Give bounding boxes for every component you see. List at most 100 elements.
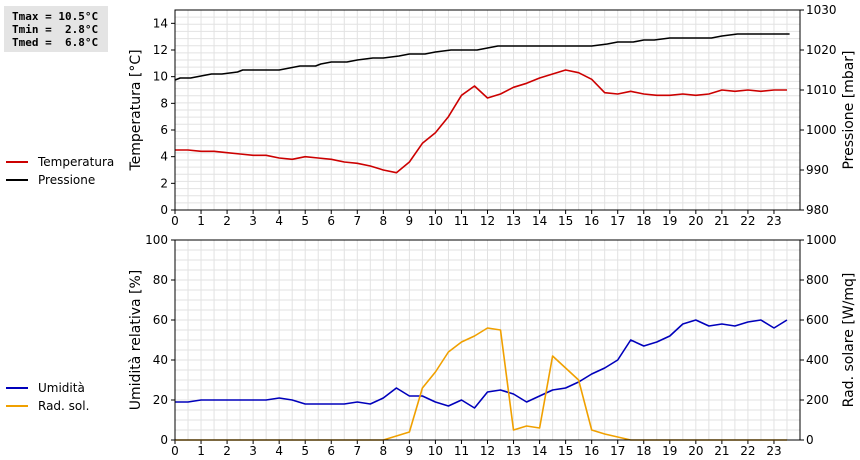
x-tick-label: 7 xyxy=(353,444,361,458)
y-tick-label: 12 xyxy=(153,43,168,57)
x-tick-label: 8 xyxy=(380,444,388,458)
y-tick-label: 80 xyxy=(153,273,168,287)
legend-top: Temperatura Pressione xyxy=(6,153,114,189)
x-tick-label: 10 xyxy=(428,214,443,228)
y-tick-label: 2 xyxy=(160,176,168,190)
x-tick-label: 11 xyxy=(454,444,469,458)
x-tick-label: 10 xyxy=(428,444,443,458)
x-tick-label: 16 xyxy=(584,444,599,458)
y-tick-label: 6 xyxy=(160,123,168,137)
series-line-pressione xyxy=(174,33,790,81)
legend-swatch xyxy=(6,179,28,181)
y2-axis-label: Pressione [mbar] xyxy=(841,50,857,169)
x-tick-label: 19 xyxy=(662,214,677,228)
y-tick-label: 40 xyxy=(153,353,168,367)
series-line-temperatura xyxy=(175,69,787,174)
x-tick-label: 11 xyxy=(454,214,469,228)
x-tick-label: 17 xyxy=(610,214,625,228)
y-axis-label: Temperatura [°C] xyxy=(128,49,144,171)
legend-item-pressione: Pressione xyxy=(6,171,114,189)
legend-swatch xyxy=(6,161,28,163)
x-tick-label: 1 xyxy=(197,214,205,228)
y2-tick-label: 980 xyxy=(806,203,829,217)
y2-tick-label: 1030 xyxy=(806,3,837,17)
x-tick-label: 22 xyxy=(740,214,755,228)
y-tick-label: 60 xyxy=(153,313,168,327)
x-tick-label: 22 xyxy=(740,444,755,458)
x-tick-label: 0 xyxy=(171,444,179,458)
legend-label: Pressione xyxy=(38,173,96,187)
y2-tick-label: 990 xyxy=(806,163,829,177)
y2-tick-label: 200 xyxy=(806,393,829,407)
tmin-text: Tmin = 2.8°C xyxy=(12,23,99,36)
y-tick-label: 20 xyxy=(153,393,168,407)
x-tick-label: 18 xyxy=(636,444,651,458)
y2-tick-label: 0 xyxy=(806,433,814,447)
plot-frame xyxy=(174,9,801,211)
y2-tick-label: 1000 xyxy=(806,123,837,137)
x-tick-label: 9 xyxy=(406,444,414,458)
y2-axis-label: Rad. solare [W/mq] xyxy=(841,273,857,408)
x-tick-label: 20 xyxy=(688,444,703,458)
stats-box: Tmax = 10.5°C Tmin = 2.8°C Tmed = 6.8°C xyxy=(4,6,108,52)
x-tick-label: 1 xyxy=(197,444,205,458)
x-tick-label: 8 xyxy=(380,214,388,228)
x-tick-label: 7 xyxy=(353,214,361,228)
x-tick-label: 6 xyxy=(327,444,335,458)
legend-label: Temperatura xyxy=(38,155,115,169)
x-tick-label: 6 xyxy=(327,214,335,228)
x-tick-label: 14 xyxy=(532,214,547,228)
y-tick-label: 4 xyxy=(160,150,168,164)
y-tick-label: 14 xyxy=(153,16,168,30)
x-tick-label: 20 xyxy=(688,214,703,228)
x-tick-label: 19 xyxy=(662,444,677,458)
y-tick-label: 0 xyxy=(160,203,168,217)
x-tick-label: 21 xyxy=(714,444,729,458)
y2-tick-label: 600 xyxy=(806,313,829,327)
y2-tick-label: 1000 xyxy=(806,233,837,247)
legend-item-umidita: Umidità xyxy=(6,379,89,397)
tmed-text: Tmed = 6.8°C xyxy=(12,36,99,49)
series-line-umidit- xyxy=(175,319,788,409)
x-tick-label: 12 xyxy=(480,444,495,458)
x-tick-label: 17 xyxy=(610,444,625,458)
legend-swatch xyxy=(6,387,28,389)
y2-tick-label: 400 xyxy=(806,353,829,367)
x-tick-label: 4 xyxy=(275,444,283,458)
legend-bottom: Umidità Rad. sol. xyxy=(6,379,89,415)
y-tick-label: 8 xyxy=(160,96,168,110)
y2-tick-label: 800 xyxy=(806,273,829,287)
x-tick-label: 4 xyxy=(275,214,283,228)
x-tick-label: 2 xyxy=(223,214,231,228)
legend-label: Umidità xyxy=(38,381,85,395)
plot-frame xyxy=(174,239,801,441)
legend-item-rad-sol: Rad. sol. xyxy=(6,397,89,415)
y-tick-label: 0 xyxy=(160,433,168,447)
tmax-text: Tmax = 10.5°C xyxy=(12,10,99,23)
x-tick-label: 5 xyxy=(301,214,309,228)
x-tick-label: 12 xyxy=(480,214,495,228)
x-tick-label: 0 xyxy=(171,214,179,228)
y-tick-label: 10 xyxy=(153,70,168,84)
x-tick-label: 23 xyxy=(766,214,781,228)
x-tick-label: 3 xyxy=(249,444,257,458)
x-tick-label: 9 xyxy=(406,214,414,228)
x-tick-label: 21 xyxy=(714,214,729,228)
x-tick-label: 5 xyxy=(301,444,309,458)
x-tick-label: 15 xyxy=(558,214,573,228)
legend-item-temperatura: Temperatura xyxy=(6,153,114,171)
x-tick-label: 2 xyxy=(223,444,231,458)
legend-label: Rad. sol. xyxy=(38,399,90,413)
x-tick-label: 14 xyxy=(532,444,547,458)
y-tick-label: 100 xyxy=(145,233,168,247)
y-axis-label: Umidità relativa [%] xyxy=(128,270,144,411)
x-tick-label: 13 xyxy=(506,444,521,458)
y2-tick-label: 1010 xyxy=(806,83,837,97)
x-tick-label: 16 xyxy=(584,214,599,228)
legend-swatch xyxy=(6,405,28,407)
y2-tick-label: 1020 xyxy=(806,43,837,57)
x-tick-label: 15 xyxy=(558,444,573,458)
x-tick-label: 3 xyxy=(249,214,257,228)
x-tick-label: 18 xyxy=(636,214,651,228)
